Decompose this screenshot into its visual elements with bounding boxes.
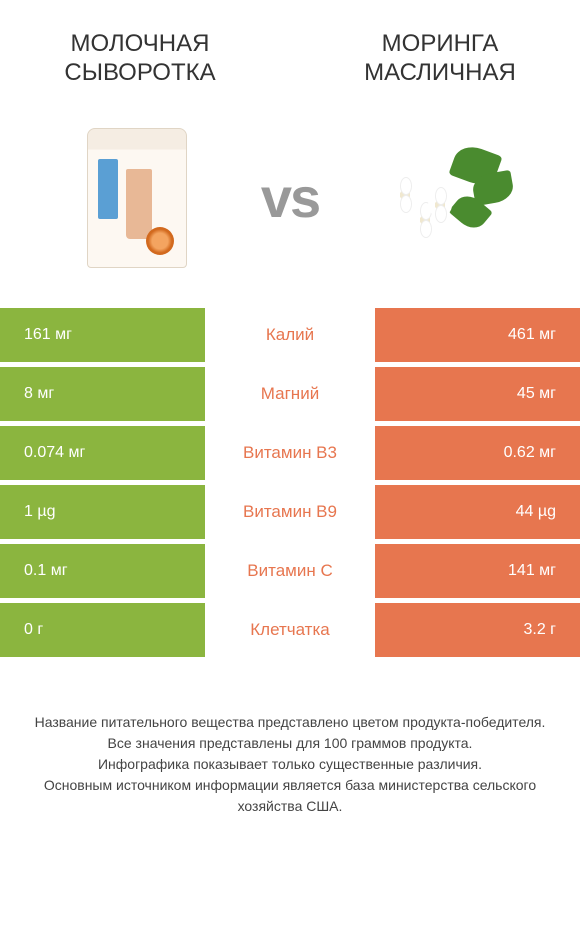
product-left-title: Молочная сыворотка	[40, 30, 240, 88]
footer-line: Все значения представлены для 100 граммо…	[30, 733, 550, 754]
table-row: 1 µgВитамин B944 µg	[0, 485, 580, 539]
footer-line: Название питательного вещества представл…	[30, 712, 550, 733]
value-right: 141 мг	[375, 544, 580, 598]
product-images: vs	[0, 98, 580, 308]
value-left: 161 мг	[0, 308, 205, 362]
comparison-table: 161 мгКалий461 мг8 мгМагний45 мг0.074 мг…	[0, 308, 580, 657]
footer-notes: Название питательного вещества представл…	[0, 662, 580, 837]
table-row: 0.074 мгВитамин B30.62 мг	[0, 426, 580, 480]
header: Молочная сыворотка Моринга масличная	[0, 0, 580, 98]
table-row: 161 мгКалий461 мг	[0, 308, 580, 362]
footer-line: Инфографика показывает только существенн…	[30, 754, 550, 775]
value-right: 3.2 г	[375, 603, 580, 657]
value-left: 8 мг	[0, 367, 205, 421]
value-right: 45 мг	[375, 367, 580, 421]
value-right: 44 µg	[375, 485, 580, 539]
value-left: 0.074 мг	[0, 426, 205, 480]
table-row: 8 мгМагний45 мг	[0, 367, 580, 421]
nutrient-label: Калий	[205, 308, 375, 362]
product-left-image	[67, 118, 207, 278]
value-left: 1 µg	[0, 485, 205, 539]
value-left: 0.1 мг	[0, 544, 205, 598]
nutrient-label: Витамин B3	[205, 426, 375, 480]
product-right-image	[373, 118, 513, 278]
nutrient-label: Витамин B9	[205, 485, 375, 539]
nutrient-label: Витамин C	[205, 544, 375, 598]
table-row: 0.1 мгВитамин C141 мг	[0, 544, 580, 598]
value-right: 461 мг	[375, 308, 580, 362]
vs-label: vs	[261, 165, 319, 230]
footer-line: Основным источником информации является …	[30, 775, 550, 817]
product-right-title: Моринга масличная	[340, 30, 540, 88]
value-right: 0.62 мг	[375, 426, 580, 480]
table-row: 0 гКлетчатка3.2 г	[0, 603, 580, 657]
nutrient-label: Клетчатка	[205, 603, 375, 657]
nutrient-label: Магний	[205, 367, 375, 421]
value-left: 0 г	[0, 603, 205, 657]
